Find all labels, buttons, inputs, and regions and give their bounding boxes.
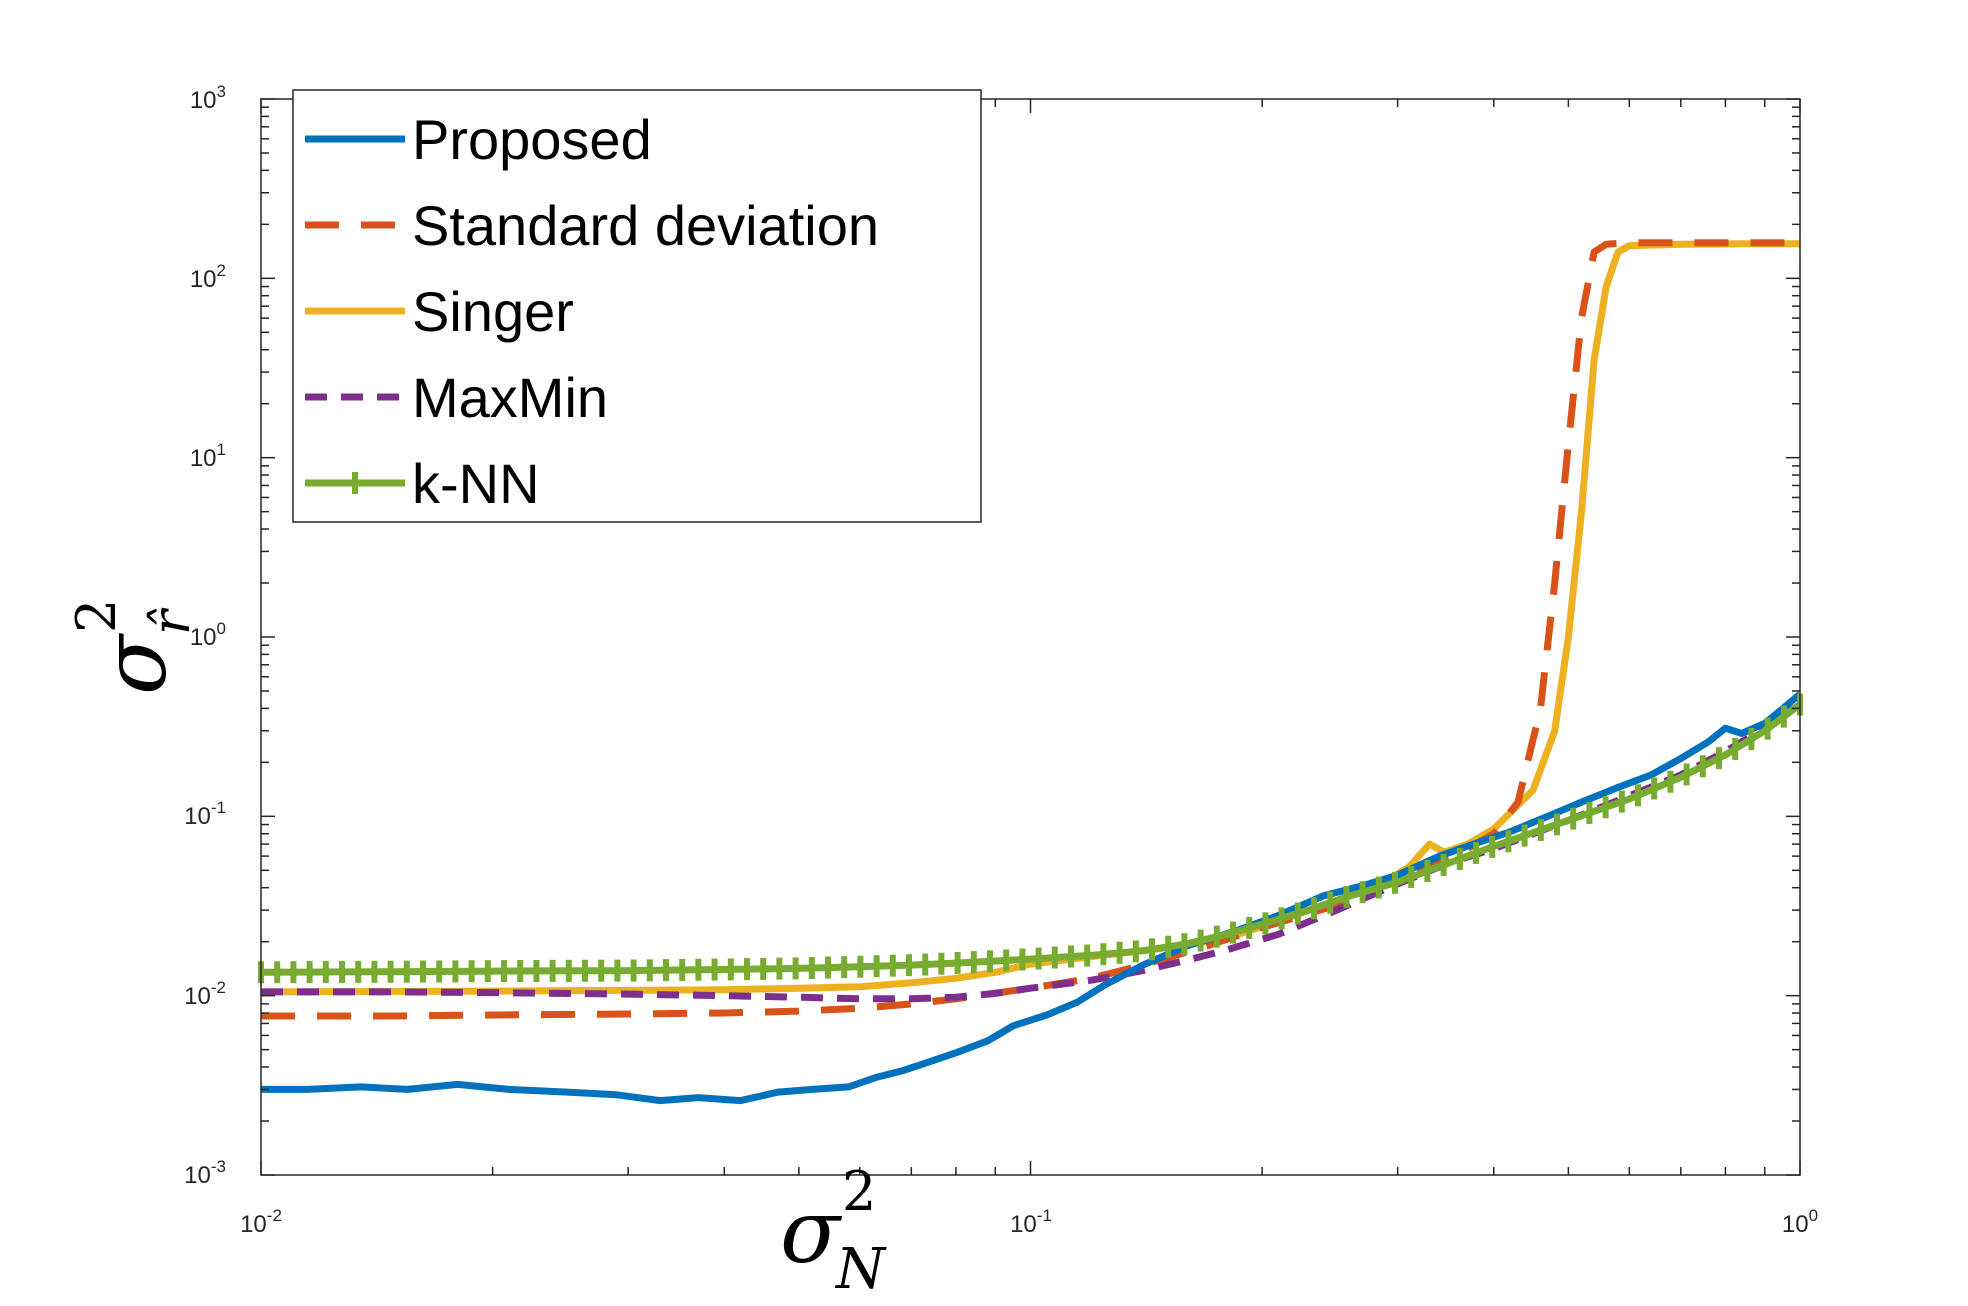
- y-tick-label: 103: [190, 82, 226, 114]
- x-tick-label: 100: [1782, 1206, 1818, 1238]
- series-line-maxmin: [261, 701, 1802, 1003]
- x-tick-labels: 10-2 10-1 100: [240, 1206, 1818, 1238]
- svg-text:2: 2: [65, 599, 128, 633]
- svg-text:2: 2: [842, 1160, 876, 1223]
- tick-marks: [260, 98, 1801, 1176]
- y-tick-label: 10-1: [184, 798, 226, 830]
- x-tick-label: 10-1: [1010, 1206, 1052, 1238]
- y-tick-label: 10-3: [184, 1157, 226, 1189]
- legend-label-knn: k-NN: [412, 452, 540, 515]
- legend-label-singer: Singer: [412, 280, 574, 343]
- y-tick-label: 102: [190, 261, 226, 293]
- legend-label-proposed: Proposed: [412, 108, 652, 171]
- svg-text:r̂: r̂: [142, 607, 202, 635]
- x-axis-label: σ 2 N: [780, 1160, 887, 1302]
- legend-box: [292, 89, 982, 523]
- svg-text:N: N: [834, 1237, 887, 1302]
- legend-label-standard-deviation: Standard deviation: [412, 194, 879, 257]
- y-tick-label: 100: [190, 619, 226, 651]
- series-layer: [258, 239, 1803, 1105]
- legend-label-maxmin: MaxMin: [412, 366, 608, 429]
- svg-text:σ: σ: [780, 1180, 843, 1283]
- y-tick-labels: 10-3 10-2 10-1 100 101 102 103: [184, 82, 226, 1189]
- y-tick-label: 10-2: [184, 978, 226, 1010]
- svg-text:σ: σ: [83, 632, 186, 695]
- y-axis-label: σ 2 r̂: [65, 599, 202, 695]
- y-tick-label: 101: [190, 440, 226, 472]
- legend-swatches: [305, 135, 405, 494]
- series-line-proposed: [261, 691, 1803, 1105]
- legend: Proposed Standard deviation Singer MaxMi…: [292, 89, 982, 523]
- series-line-standard-deviation: [261, 239, 1800, 1020]
- x-tick-label: 10-2: [240, 1206, 282, 1238]
